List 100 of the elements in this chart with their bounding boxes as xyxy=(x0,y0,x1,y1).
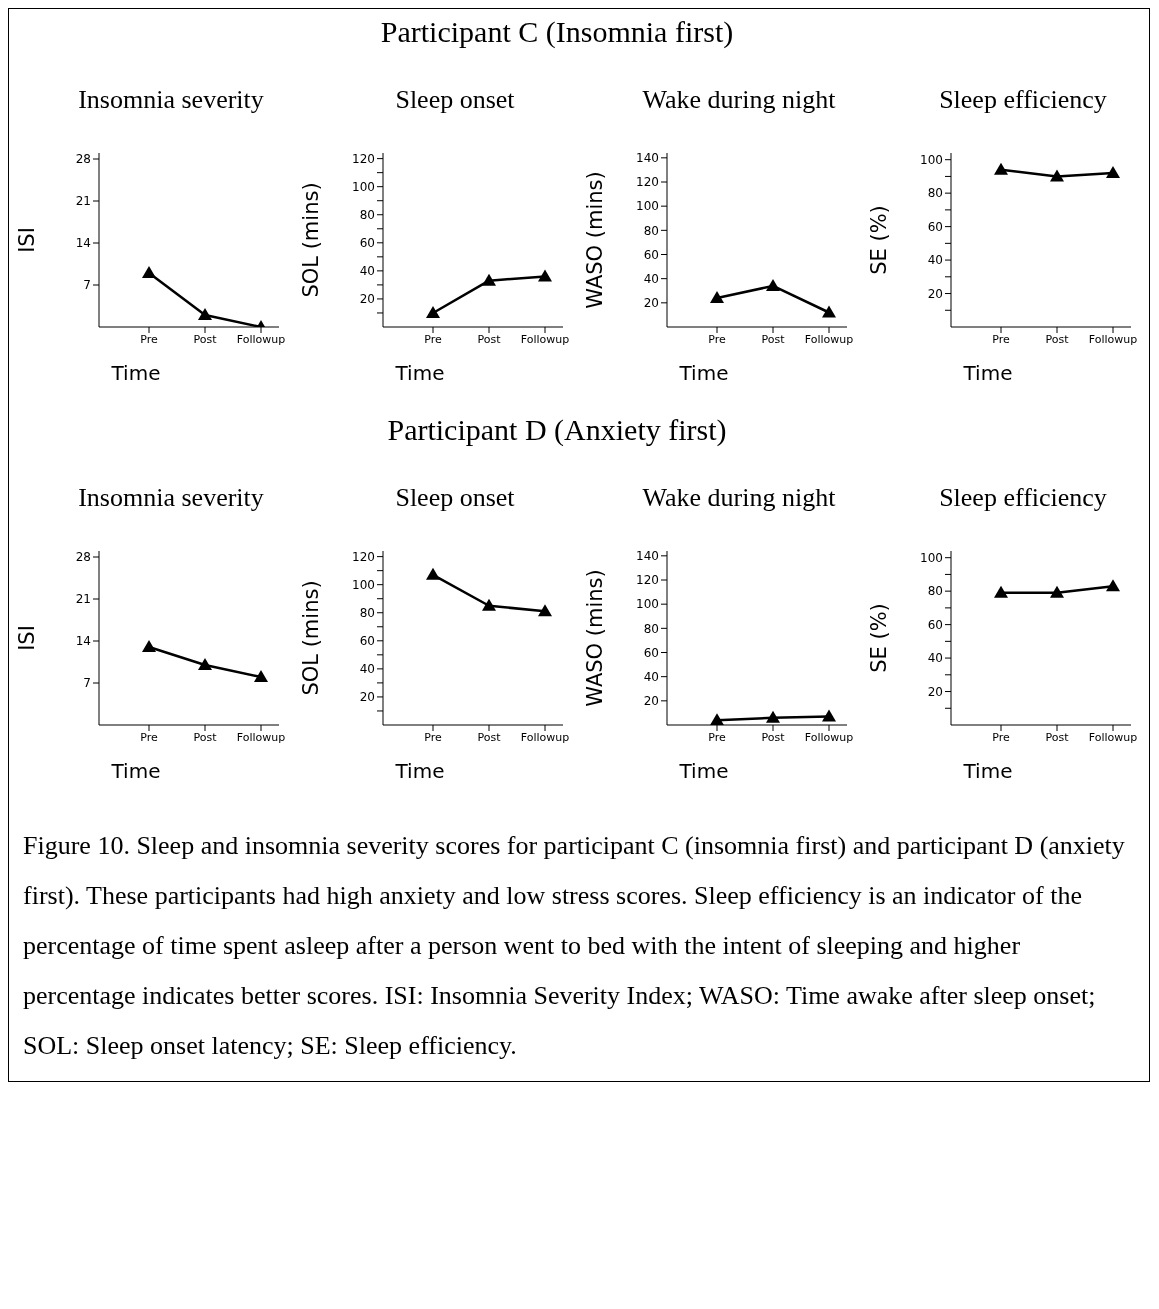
point xyxy=(766,278,780,291)
y-tick-label: 7 xyxy=(83,676,91,691)
chart-title: Sleep efficiency xyxy=(938,85,1107,116)
x-tick-label: Followup xyxy=(1088,730,1138,744)
x-tick-label: Pre xyxy=(992,730,1010,744)
y-tick-label: 40 xyxy=(927,651,943,666)
y-tick-label: 120 xyxy=(636,175,659,190)
x-tick-label: Post xyxy=(193,730,218,744)
y-tick-label: 60 xyxy=(927,617,943,632)
point xyxy=(426,305,440,318)
y-tick-label: 20 xyxy=(643,694,659,709)
y-tick-label: 80 xyxy=(359,208,375,222)
point xyxy=(482,598,496,611)
y-tick-label: 140 xyxy=(636,151,659,166)
y-tick-label: 80 xyxy=(643,621,659,636)
x-tick-label: Post xyxy=(477,730,502,744)
y-tick-label: 140 xyxy=(636,549,659,564)
y-tick-label: 60 xyxy=(359,634,375,649)
y-axis-title: SOL (mins) xyxy=(299,580,324,696)
point xyxy=(538,604,552,617)
y-tick-label: 80 xyxy=(927,584,943,599)
chart-subtitle: Participant D (Anxiety first) xyxy=(387,413,727,446)
y-tick-label: 60 xyxy=(643,247,659,262)
y-tick-label: 40 xyxy=(643,669,659,684)
chart-title: Wake during night xyxy=(641,483,836,514)
x-tick-label: Post xyxy=(1045,730,1070,744)
y-tick-label: 60 xyxy=(927,219,943,234)
x-axis-title: Time xyxy=(963,361,1014,385)
x-axis-title: Time xyxy=(395,361,446,385)
point xyxy=(1106,166,1120,179)
x-axis-title: Time xyxy=(679,759,730,783)
y-tick-label: 14 xyxy=(75,236,91,251)
point xyxy=(538,269,552,282)
y-tick-label: 100 xyxy=(636,597,659,612)
y-tick-label: 100 xyxy=(352,577,375,592)
y-tick-label: 100 xyxy=(352,179,375,194)
x-tick-label: Post xyxy=(193,332,218,346)
x-tick-label: Post xyxy=(761,730,786,744)
y-axis-title: SE (%) xyxy=(867,603,892,673)
x-tick-label: Followup xyxy=(804,730,854,744)
x-tick-label: Followup xyxy=(236,332,286,346)
y-tick-label: 40 xyxy=(927,253,943,268)
point xyxy=(994,162,1008,175)
x-tick-label: Post xyxy=(477,332,502,346)
point xyxy=(822,305,836,318)
y-tick-label: 20 xyxy=(643,296,659,311)
point xyxy=(710,291,724,303)
y-tick-label: 100 xyxy=(920,152,943,167)
y-tick-label: 80 xyxy=(927,186,943,201)
x-tick-label: Followup xyxy=(804,332,854,346)
y-axis-title: ISI xyxy=(15,625,40,651)
chart-title: Sleep onset xyxy=(394,483,515,514)
caption: Figure 10. Sleep and insomnia severity scores for participant C (insomnia first) and participant D (anxiety first). These participants had high anxiety and low stress scores. Sleep efficiency is an indicator of the percentage of time spent asleep after a person went to bed with the intent of sleeping and higher percentage indicates better scores. ISI: Insomnia Severity Index; WASO: Time awake after sleep onset; SOL: Sleep onset latency; SE: Sleep efficiency. xyxy=(22,830,1126,1062)
point xyxy=(254,670,268,682)
y-tick-label: 40 xyxy=(643,271,659,286)
y-tick-label: 20 xyxy=(359,690,375,705)
y-tick-label: 80 xyxy=(643,223,659,238)
x-axis-title: Time xyxy=(111,759,162,783)
y-tick-label: 28 xyxy=(75,152,91,167)
x-axis-title: Time xyxy=(679,361,730,385)
y-axis-title: WASO (mins) xyxy=(583,569,608,707)
y-tick-label: 100 xyxy=(920,550,943,565)
y-axis-title: SE (%) xyxy=(867,205,892,275)
point xyxy=(426,567,440,580)
y-tick-label: 120 xyxy=(352,151,375,166)
y-tick-label: 120 xyxy=(636,573,659,588)
y-tick-label: 80 xyxy=(359,606,375,620)
y-tick-label: 40 xyxy=(359,264,375,279)
x-tick-label: Followup xyxy=(1088,332,1138,346)
y-tick-label: 60 xyxy=(643,645,659,660)
x-tick-label: Followup xyxy=(236,730,286,744)
x-tick-label: Pre xyxy=(708,332,726,346)
point xyxy=(1050,169,1064,182)
point xyxy=(142,266,156,278)
point xyxy=(198,308,212,320)
point xyxy=(198,658,212,670)
x-tick-label: Followup xyxy=(520,332,570,346)
chart-title: Sleep onset xyxy=(394,85,515,116)
y-tick-label: 20 xyxy=(927,286,943,301)
x-axis-title: Time xyxy=(963,759,1014,783)
chart-title: Insomnia severity xyxy=(77,483,264,514)
x-tick-label: Pre xyxy=(424,730,442,744)
x-axis-title: Time xyxy=(395,759,446,783)
x-tick-label: Pre xyxy=(424,332,442,346)
y-tick-label: 14 xyxy=(75,634,91,649)
point xyxy=(482,273,496,286)
chart-subtitle: Participant C (Insomnia first) xyxy=(380,15,734,48)
y-axis-title: WASO (mins) xyxy=(583,171,608,309)
y-tick-label: 21 xyxy=(75,592,91,607)
point xyxy=(142,640,156,652)
x-tick-label: Post xyxy=(1045,332,1070,346)
y-axis-title: SOL (mins) xyxy=(299,182,324,298)
y-tick-label: 7 xyxy=(83,278,91,293)
chart-title: Insomnia severity xyxy=(77,85,264,116)
y-tick-label: 100 xyxy=(636,199,659,214)
y-tick-label: 20 xyxy=(359,292,375,307)
y-tick-label: 28 xyxy=(75,550,91,565)
y-tick-label: 60 xyxy=(359,236,375,251)
y-tick-label: 120 xyxy=(352,549,375,564)
y-tick-label: 40 xyxy=(359,662,375,677)
